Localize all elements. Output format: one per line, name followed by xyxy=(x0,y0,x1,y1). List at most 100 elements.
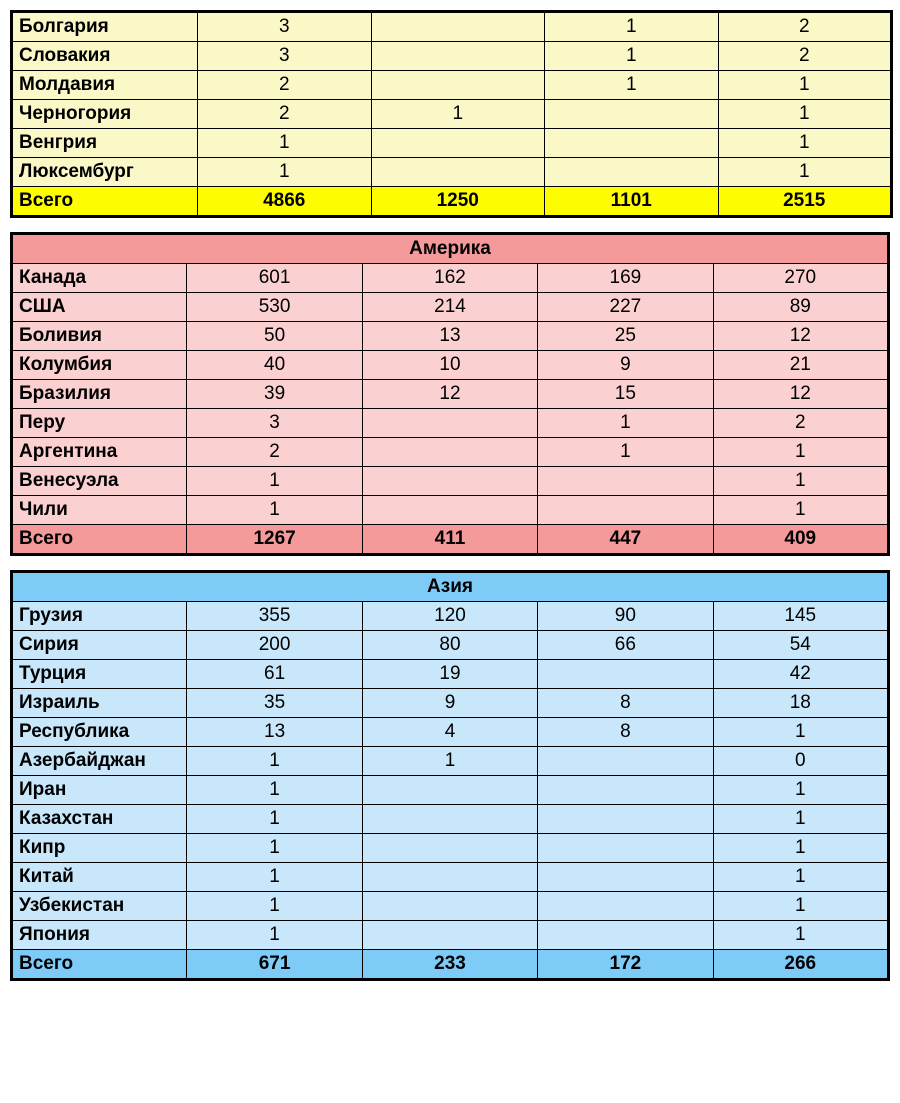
value-cell: 1 xyxy=(538,438,713,467)
value-cell: 9 xyxy=(538,351,713,380)
value-cell: 80 xyxy=(362,631,537,660)
value-cell: 145 xyxy=(713,602,888,631)
value-cell: 19 xyxy=(362,660,537,689)
value-cell: 4 xyxy=(362,718,537,747)
value-cell: 25 xyxy=(538,322,713,351)
value-cell: 2 xyxy=(718,42,892,71)
value-cell: 18 xyxy=(713,689,888,718)
country-name: Япония xyxy=(12,921,187,950)
value-cell: 3 xyxy=(187,409,362,438)
value-cell: 13 xyxy=(187,718,362,747)
value-cell: 1 xyxy=(187,467,362,496)
country-name: Азербайджан xyxy=(12,747,187,776)
value-cell: 15 xyxy=(538,380,713,409)
value-cell xyxy=(362,438,537,467)
table-row: Колумбия4010921 xyxy=(12,351,889,380)
value-cell: 601 xyxy=(187,264,362,293)
table-row: Япония11 xyxy=(12,921,889,950)
value-cell: 1 xyxy=(187,496,362,525)
table-row: Молдавия211 xyxy=(12,71,892,100)
value-cell: 162 xyxy=(362,264,537,293)
value-cell: 61 xyxy=(187,660,362,689)
total-value: 447 xyxy=(538,525,713,555)
country-name: Перу xyxy=(12,409,187,438)
value-cell: 530 xyxy=(187,293,362,322)
value-cell: 3 xyxy=(198,42,372,71)
value-cell: 1 xyxy=(362,747,537,776)
table-row: Венесуэла11 xyxy=(12,467,889,496)
table-row: Канада601162169270 xyxy=(12,264,889,293)
value-cell: 42 xyxy=(713,660,888,689)
country-name: Сирия xyxy=(12,631,187,660)
value-cell: 2 xyxy=(713,409,888,438)
value-cell: 2 xyxy=(187,438,362,467)
value-cell: 8 xyxy=(538,718,713,747)
table-row: Азербайджан110 xyxy=(12,747,889,776)
value-cell: 1 xyxy=(718,100,892,129)
value-cell: 1 xyxy=(713,438,888,467)
total-row: Всего4866125011012515 xyxy=(12,187,892,217)
value-cell xyxy=(545,158,719,187)
total-value: 2515 xyxy=(718,187,892,217)
total-value: 1267 xyxy=(187,525,362,555)
country-name: Боливия xyxy=(12,322,187,351)
value-cell: 2 xyxy=(718,12,892,42)
table-row: Черногория211 xyxy=(12,100,892,129)
country-name: Грузия xyxy=(12,602,187,631)
value-cell: 1 xyxy=(718,71,892,100)
value-cell: 200 xyxy=(187,631,362,660)
value-cell xyxy=(538,863,713,892)
value-cell: 50 xyxy=(187,322,362,351)
value-cell: 12 xyxy=(713,380,888,409)
table-row: Перу3 12 xyxy=(12,409,889,438)
section-title: Азия xyxy=(12,572,889,602)
value-cell: 1 xyxy=(187,805,362,834)
value-cell: 1 xyxy=(187,776,362,805)
value-cell: 227 xyxy=(538,293,713,322)
table-row: Республика13481 xyxy=(12,718,889,747)
country-name: Болгария xyxy=(12,12,198,42)
value-cell xyxy=(371,42,545,71)
value-cell: 2 xyxy=(198,100,372,129)
table-row: Казахстан11 xyxy=(12,805,889,834)
value-cell: 1 xyxy=(538,409,713,438)
country-name: Казахстан xyxy=(12,805,187,834)
value-cell xyxy=(545,129,719,158)
section-title: Америка xyxy=(12,234,889,264)
value-cell xyxy=(362,496,537,525)
value-cell: 120 xyxy=(362,602,537,631)
value-cell xyxy=(545,100,719,129)
table-row: Китай11 xyxy=(12,863,889,892)
value-cell: 1 xyxy=(545,42,719,71)
value-cell xyxy=(538,660,713,689)
value-cell xyxy=(371,129,545,158)
country-name: Израиль xyxy=(12,689,187,718)
value-cell: 1 xyxy=(713,496,888,525)
value-cell xyxy=(371,71,545,100)
total-value: 4866 xyxy=(198,187,372,217)
country-name: Черногория xyxy=(12,100,198,129)
value-cell: 89 xyxy=(713,293,888,322)
value-cell xyxy=(538,834,713,863)
value-cell: 9 xyxy=(362,689,537,718)
value-cell: 1 xyxy=(713,718,888,747)
table-row: Узбекистан11 xyxy=(12,892,889,921)
value-cell: 12 xyxy=(713,322,888,351)
value-cell xyxy=(362,467,537,496)
total-value: 1250 xyxy=(371,187,545,217)
value-cell: 1 xyxy=(713,892,888,921)
country-name: Бразилия xyxy=(12,380,187,409)
value-cell: 13 xyxy=(362,322,537,351)
value-cell: 1 xyxy=(718,129,892,158)
country-name: Республика xyxy=(12,718,187,747)
country-name: Колумбия xyxy=(12,351,187,380)
value-cell: 21 xyxy=(713,351,888,380)
value-cell: 1 xyxy=(187,921,362,950)
country-name: Китай xyxy=(12,863,187,892)
table-row: Боливия50132512 xyxy=(12,322,889,351)
value-cell: 39 xyxy=(187,380,362,409)
country-name: Молдавия xyxy=(12,71,198,100)
value-cell xyxy=(538,747,713,776)
value-cell: 90 xyxy=(538,602,713,631)
total-value: 1101 xyxy=(545,187,719,217)
